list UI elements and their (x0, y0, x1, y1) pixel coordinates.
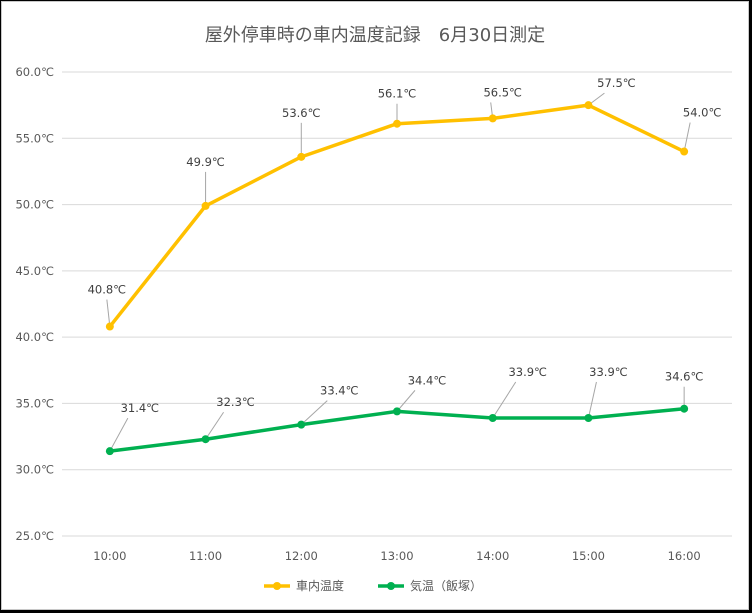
x-tick-label: 15:00 (572, 549, 605, 563)
data-label: 56.1℃ (378, 87, 417, 101)
grid-lines (62, 71, 732, 537)
data-point (680, 404, 689, 413)
y-tick-label: 55.0℃ (15, 131, 54, 145)
y-tick-label: 25.0℃ (15, 529, 54, 543)
legend-label: 車内温度 (296, 578, 344, 593)
x-tick-label: 10:00 (93, 549, 126, 563)
y-tick-label: 30.0℃ (15, 463, 54, 477)
data-point (393, 119, 401, 128)
data-point (584, 101, 593, 110)
data-label: 33.4℃ (320, 384, 359, 398)
data-point (105, 447, 114, 456)
data-label: 32.3℃ (216, 395, 255, 409)
chart-title: 屋外停車時の車内温度記録 6月30日測定 (205, 25, 545, 46)
data-point (393, 407, 401, 416)
y-tick-label: 50.0℃ (15, 198, 54, 212)
y-tick-label: 40.0℃ (15, 330, 54, 344)
data-point (297, 420, 306, 429)
leader-line (683, 122, 691, 152)
y-axis: 25.0℃ 30.0℃ 35.0℃ 40.0℃ 45.0℃ 50.0℃ 55.0℃ 60.0℃ (15, 65, 54, 543)
legend-marker (273, 582, 281, 590)
leader-line (492, 381, 517, 419)
data-point (488, 114, 497, 123)
x-tick-label: 13:00 (380, 549, 413, 563)
y-tick-label: 35.0℃ (15, 396, 54, 410)
data-point (201, 201, 210, 210)
data-point (584, 414, 593, 423)
x-axis: 10:00 11:00 12:00 13:00 14:00 15:00 16:00 (93, 549, 700, 563)
data-label: 53.6℃ (282, 106, 321, 120)
legend-marker (387, 582, 395, 590)
series-group: 40.8℃ 49.9℃ 53.6℃ 56.1℃ 56.5℃ 57.5℃ 54.0℃ 31.4℃… (88, 76, 722, 456)
data-label: 56.5℃ (483, 85, 522, 99)
leader-line (106, 299, 111, 327)
data-label: 31.4℃ (121, 401, 160, 415)
x-tick-label: 12:00 (285, 549, 318, 563)
data-label: 40.8℃ (88, 283, 127, 297)
y-tick-label: 60.0℃ (15, 65, 54, 79)
x-tick-label: 14:00 (476, 549, 509, 563)
x-tick-label: 11:00 (189, 549, 222, 563)
data-point (201, 435, 210, 444)
data-label: 49.9℃ (186, 155, 225, 169)
data-label: 57.5℃ (597, 76, 636, 90)
data-point (297, 152, 306, 161)
x-tick-label: 16:00 (668, 549, 701, 563)
data-point (680, 147, 689, 156)
data-label: 34.4℃ (408, 373, 447, 387)
series-1: 31.4℃ 32.3℃ 33.4℃ 34.4℃ 33.9℃ 33.9℃ 34.6℃ (105, 365, 704, 456)
legend-item: 気温（飯塚） (378, 578, 482, 593)
data-point (488, 414, 497, 423)
leader-line (205, 411, 224, 440)
leader-line (587, 381, 597, 419)
leader-line (396, 390, 416, 412)
y-tick-label: 45.0℃ (15, 264, 54, 278)
data-label: 33.9℃ (589, 365, 628, 379)
leader-line (300, 400, 328, 426)
data-point (105, 322, 114, 331)
legend-item: 車内温度 (264, 578, 344, 593)
data-label: 54.0℃ (683, 106, 722, 120)
leader-line (109, 417, 129, 452)
series-0: 40.8℃ 49.9℃ 53.6℃ 56.1℃ 56.5℃ 57.5℃ 54.0℃ (88, 76, 722, 331)
legend: 車内温度 気温（飯塚） (264, 578, 482, 593)
data-label: 33.9℃ (508, 365, 547, 379)
legend-label: 気温（飯塚） (410, 578, 482, 593)
data-label: 34.6℃ (665, 370, 704, 384)
